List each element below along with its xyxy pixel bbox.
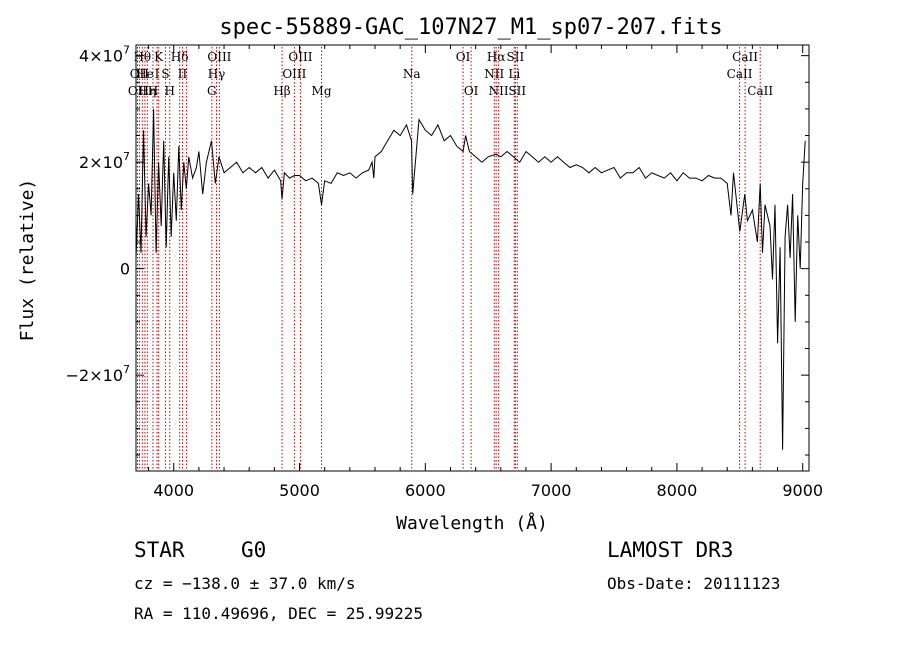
emission-line-label-27-0: SII [507,50,525,64]
emission-line-label-4-0: Hη [138,84,156,98]
y-axis-label: Flux (relative) [17,179,38,342]
emission-line-label-18-0: OIII [288,50,312,64]
emission-line-label-23-0: NII [484,67,504,81]
x-tick-label-1: 5000 [279,481,320,500]
x-axis-label: Wavelength (Å) [396,512,548,534]
emission-line-label-11-0: II [178,67,188,81]
emission-line-label-8-0: S [161,67,169,81]
y-tick-label-1: 0 [120,260,130,279]
emission-line-label-20-0: Na [403,67,421,81]
x-tick-label-4: 8000 [657,481,698,500]
emission-line-label-6-0: I [155,67,160,81]
emission-line-label-9-0: H [164,84,174,98]
emission-line-label-0-0: OII [128,84,148,98]
sky-coordinates: RA = 110.49696, DEC = 25.99225 [134,604,423,623]
object-subclass: G0 [241,538,267,562]
emission-line-label-30-0: CaII [732,50,758,64]
y-tick-label-0: −2×107 [66,363,130,385]
survey-name: LAMOST DR3 [607,538,734,562]
emission-line-label-29-0: CaII [727,67,753,81]
x-tick-label-3: 7000 [531,481,572,500]
x-axis-ticks: 4000 5000 6000 7000 8000 9000 [148,45,823,500]
emission-line-label-14-0: Hγ [208,67,226,81]
emission-line-label-10-0: Hδ [171,50,189,64]
emission-line-label-2-0: Hθ [133,50,151,64]
x-tick-label-5: 9000 [782,481,823,500]
emission-line-label-17-0: OIII [282,67,306,81]
emission-line-label-13-0: G [207,84,217,98]
emission-line-label-1-0: OII [130,67,150,81]
plot-frame [135,44,810,472]
emission-line-label-19-0: Mg [312,84,332,98]
emission-line-markers [137,47,761,471]
emission-line-label-5-0: H [148,84,158,98]
emission-line-label-31-0: CaII [747,84,773,98]
y-tick-label-2: 2×107 [79,150,130,172]
emission-line-labels: OIIOIIHθHeHηHIKSHHδIIGHγOIIIHβOIIIOIIIMg… [128,50,774,98]
emission-line-label-22-0: OI [464,84,479,98]
emission-line-label-15-0: OIII [207,50,231,64]
emission-line-label-3-0: He [136,67,154,81]
object-type: STAR [134,538,185,562]
x-tick-label-2: 6000 [405,481,446,500]
emission-line-label-25-0: NII [489,84,509,98]
y-tick-label-3: 4×107 [79,44,130,66]
redshift-velocity: cz = −138.0 ± 37.0 km/s [134,574,356,593]
emission-line-label-24-0: Hα [487,50,506,64]
emission-line-label-21-0: OI [456,50,471,64]
emission-line-label-28-0: SII [508,84,526,98]
emission-line-label-7-0: K [154,50,164,64]
emission-line-label-26-0: Li [508,67,520,81]
spectrum-series-line [135,108,806,450]
chart-title: spec-55889-GAC_107N27_M1_sp07-207.fits [219,15,722,40]
observation-date: Obs-Date: 20111123 [607,574,781,593]
y-axis-ticks: −2×107 0 2×107 4×107 [66,44,809,456]
x-tick-label-0: 4000 [153,481,194,500]
emission-line-label-16-0: Hβ [273,84,290,98]
